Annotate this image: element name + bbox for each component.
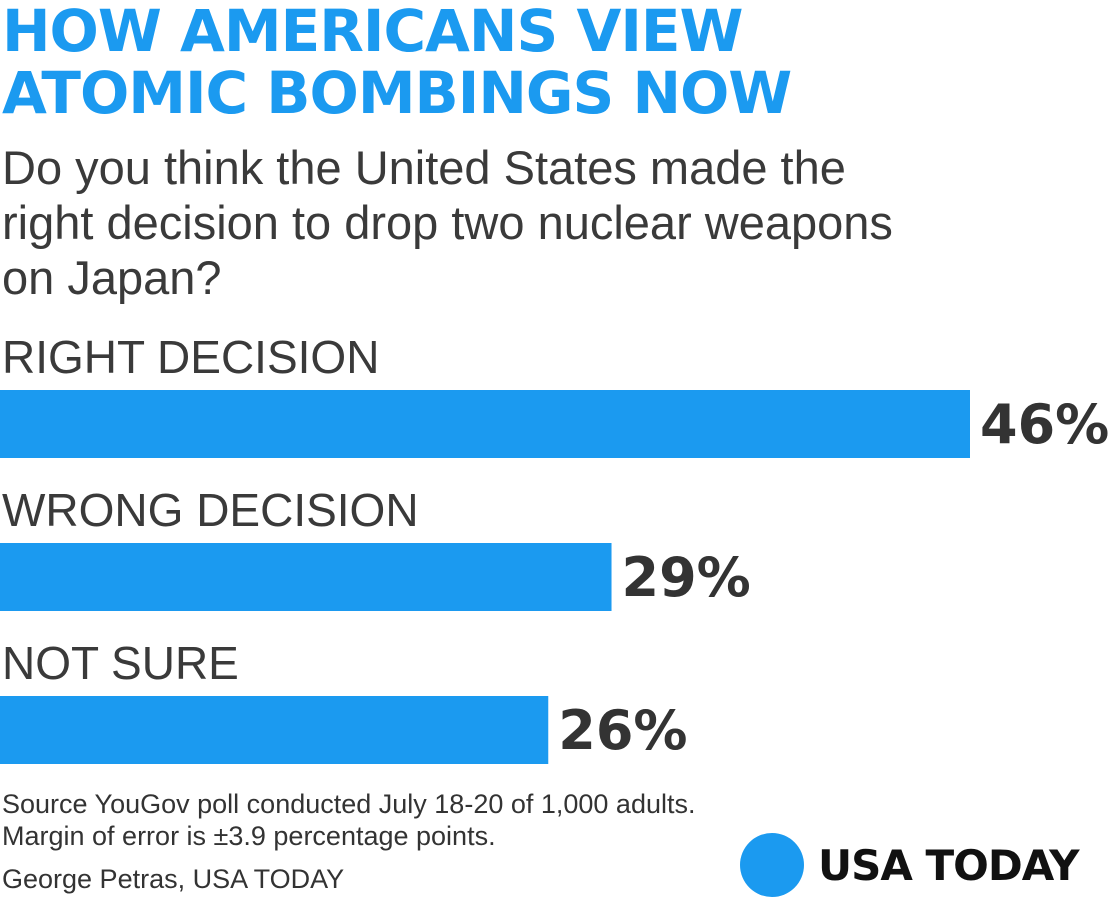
- bar-right-decision: [0, 390, 970, 458]
- value-label-not-sure: 26%: [558, 699, 687, 762]
- bar-not-sure: [0, 696, 549, 764]
- poll-question-line-3: on Japan?: [2, 251, 222, 304]
- credit-line: George Petras, USA TODAY: [2, 864, 345, 894]
- category-label-right-decision: RIGHT DECISION: [2, 331, 379, 383]
- source-line-2: Margin of error is ±3.9 percentage point…: [2, 821, 496, 851]
- source-line-1: Source YouGov poll conducted July 18-20 …: [2, 789, 696, 819]
- logo-wordmark: USA TODAY: [818, 840, 1080, 890]
- category-label-wrong-decision: WRONG DECISION: [2, 484, 419, 536]
- value-label-right-decision: 46%: [980, 393, 1109, 456]
- logo-dot-icon: [740, 833, 804, 897]
- poll-question-line-1: Do you think the United States made the: [2, 141, 846, 194]
- chart-title-line-2: ATOMIC BOMBINGS NOW: [2, 59, 792, 127]
- bar-chart: RIGHT DECISION 46% WRONG DECISION 29% NOT SU…: [0, 331, 1109, 764]
- source-note: Source YouGov poll conducted July 18-20 …: [2, 788, 695, 852]
- category-label-not-sure: NOT SURE: [2, 637, 239, 689]
- poll-question: Do you think the United States made the …: [2, 140, 893, 305]
- chart-title-line-1: HOW AMERICANS VIEW: [2, 0, 744, 65]
- chart-title: HOW AMERICANS VIEW ATOMIC BOMBINGS NOW: [2, 0, 792, 127]
- usa-today-logo: USA TODAY: [740, 833, 1080, 897]
- poll-question-line-2: right decision to drop two nuclear weapo…: [2, 196, 893, 249]
- value-label-wrong-decision: 29%: [622, 546, 751, 609]
- bar-wrong-decision: [0, 543, 612, 611]
